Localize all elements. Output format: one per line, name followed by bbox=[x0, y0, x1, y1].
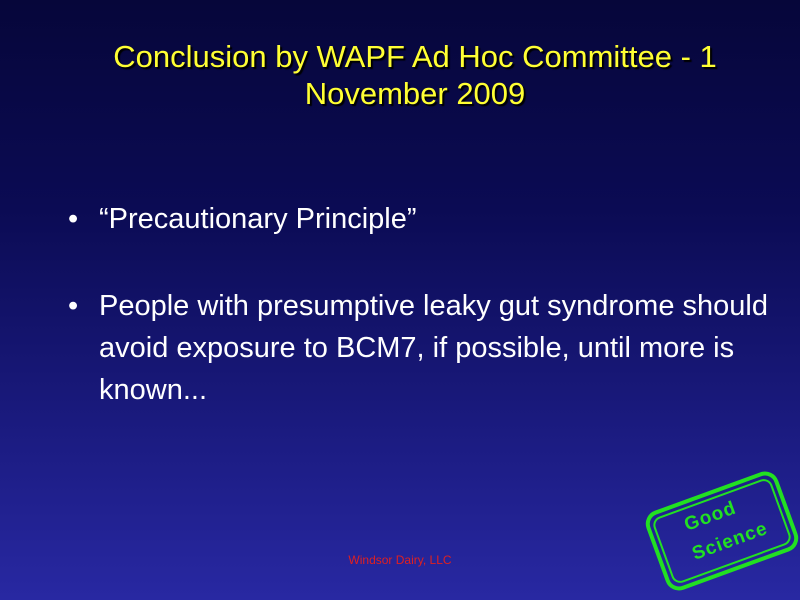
bullet-item: • “Precautionary Principle” bbox=[68, 198, 768, 240]
good-science-stamp: Good Science bbox=[641, 467, 800, 595]
slide-title: Conclusion by WAPF Ad Hoc Committee - 1 … bbox=[113, 39, 717, 111]
footer-text: Windsor Dairy, LLC bbox=[348, 553, 452, 567]
bullet-item: • People with presumptive leaky gut synd… bbox=[68, 285, 768, 411]
bullet-marker: • bbox=[68, 290, 79, 322]
bullet-list: • “Precautionary Principle” • People wit… bbox=[68, 198, 768, 411]
bullet-marker: • bbox=[68, 203, 79, 235]
bullet-text: People with presumptive leaky gut syndro… bbox=[99, 290, 768, 406]
bullet-text: “Precautionary Principle” bbox=[99, 203, 417, 235]
